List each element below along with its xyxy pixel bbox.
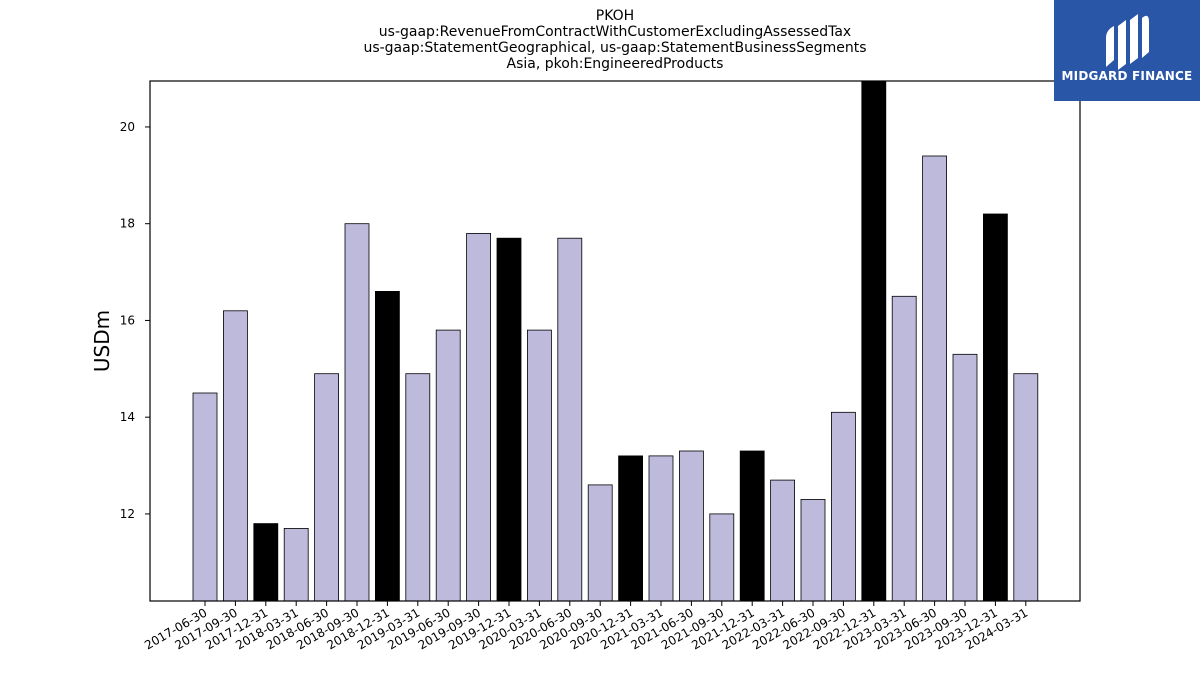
bar-2019-06-30 xyxy=(435,329,461,602)
y-tick-label-16: 16 xyxy=(120,313,135,327)
bar-2022-12-31 xyxy=(861,80,887,602)
logo-text: MIDGARD FINANCE xyxy=(1061,69,1193,83)
bar-2021-03-31 xyxy=(648,455,674,602)
bar-2017-09-30 xyxy=(222,310,248,602)
y-axis: 12 14 16 18 20 xyxy=(120,120,150,521)
bar-2020-06-30 xyxy=(557,237,583,602)
bar-2021-12-31 xyxy=(739,450,765,602)
y-tick-label-14: 14 xyxy=(120,410,135,424)
bar-2018-12-31 xyxy=(374,290,400,602)
midgard-finance-logo: MIDGARD FINANCE xyxy=(1054,0,1200,101)
bar-2018-09-30 xyxy=(344,223,370,602)
logo-mark-icon xyxy=(1106,14,1149,70)
bar-2023-03-31 xyxy=(891,295,917,602)
chart-title-line-3: us-gaap:StatementGeographical, us-gaap:S… xyxy=(363,40,867,56)
bar-2024-03-31 xyxy=(1013,373,1039,602)
bar-2023-09-30 xyxy=(952,353,978,602)
y-tick-label-18: 18 xyxy=(120,217,135,231)
chart-title-line-2: us-gaap:RevenueFromContractWithCustomerE… xyxy=(378,24,852,40)
bar-2019-03-31 xyxy=(405,373,431,602)
y-tick-label-12: 12 xyxy=(120,507,135,521)
plot-area-frame xyxy=(149,80,1081,602)
bar-2022-06-30 xyxy=(800,498,826,602)
bar-2019-09-30 xyxy=(466,232,492,602)
chart-title-line-4: Asia, pkoh:EngineeredProducts xyxy=(506,56,724,72)
y-tick-label-20: 20 xyxy=(120,120,135,134)
bar-2023-12-31 xyxy=(983,213,1008,602)
bar-2021-09-30 xyxy=(709,513,735,602)
bar-2018-06-30 xyxy=(314,373,340,602)
bar-2018-03-31 xyxy=(283,528,309,602)
bar-2023-06-30 xyxy=(922,155,947,602)
chart-title-line-1: PKOH xyxy=(595,8,635,24)
bar-2022-09-30 xyxy=(831,411,856,602)
bar-2020-03-31 xyxy=(527,329,552,602)
bar-2017-12-31 xyxy=(253,523,279,602)
bar-2019-12-31 xyxy=(496,237,522,602)
bar-2020-09-30 xyxy=(587,484,613,602)
bars xyxy=(192,80,1039,602)
x-axis: 2017-06-302017-09-302017-12-312018-03-31… xyxy=(142,601,1030,652)
bar-2017-06-30 xyxy=(192,392,218,602)
y-axis-label: USDm xyxy=(90,310,114,372)
bar-2022-03-31 xyxy=(770,479,795,602)
bar-2021-06-30 xyxy=(679,450,704,602)
bar-2020-12-31 xyxy=(618,455,643,602)
